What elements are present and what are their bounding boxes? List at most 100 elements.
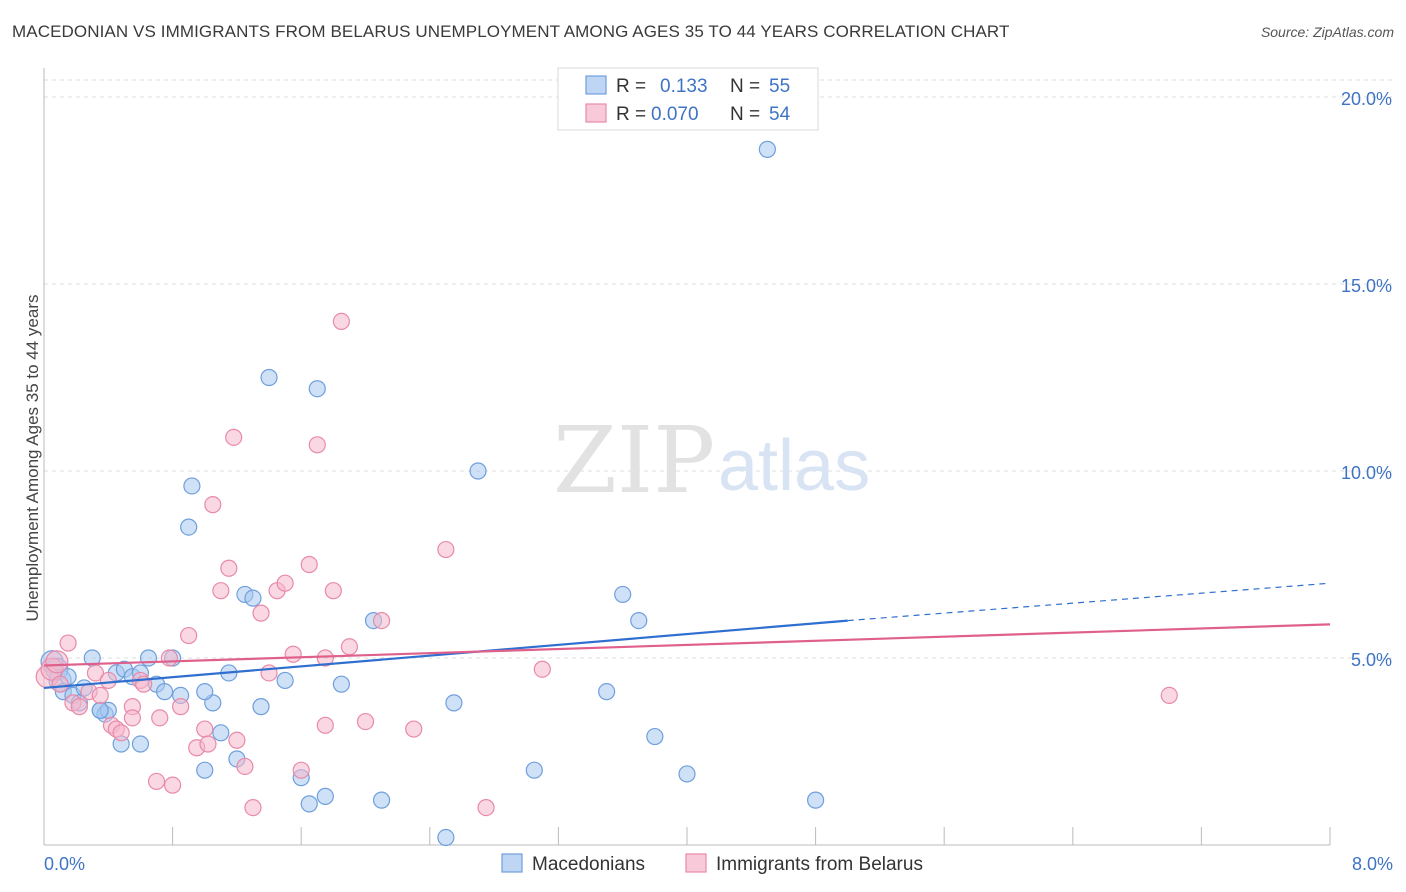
point-belarus-24 (204, 496, 222, 514)
legend-bottom-swatch-macedonians (501, 853, 523, 873)
y-axis-label: Unemployment Among Ages 35 to 44 years (23, 295, 42, 622)
point-belarus-8 (86, 664, 105, 682)
point-macedonians-41 (437, 828, 455, 847)
point-belarus-36 (292, 761, 310, 779)
point-belarus-6 (70, 698, 88, 716)
point-belarus-50 (164, 776, 182, 794)
point-macedonians-33 (276, 671, 294, 690)
point-belarus-48 (533, 660, 551, 678)
legend-bottom-label-belarus: Immigrants from Belarus (716, 854, 923, 875)
x-tick-labels: 0.0% 8.0% (44, 854, 1393, 874)
point-belarus-51 (199, 735, 217, 753)
point-belarus-4 (59, 634, 77, 652)
point-belarus-21 (180, 626, 198, 645)
point-belarus-29 (236, 757, 254, 776)
point-belarus-28 (228, 731, 246, 749)
point-macedonians-35 (300, 795, 318, 813)
point-macedonians-31 (252, 698, 270, 716)
point-belarus-52 (123, 709, 142, 727)
y-tick-label-1: 10.0% (1341, 463, 1392, 483)
legend-n-label: N = (730, 104, 760, 125)
point-belarus-47 (477, 798, 495, 817)
legend-bottom: Macedonians Immigrants from Belarus (501, 853, 923, 875)
grid-lines (44, 79, 1395, 659)
source-credit: Source: ZipAtlas.com (1260, 24, 1394, 40)
point-belarus-30 (244, 798, 262, 817)
legend-r-label: R = (616, 104, 646, 125)
trend-lines (43, 582, 1331, 690)
point-belarus-25 (212, 582, 230, 600)
point-macedonians-50 (758, 140, 776, 158)
point-belarus-23 (196, 720, 214, 738)
point-macedonians-26 (212, 724, 230, 742)
point-macedonians-32 (260, 368, 278, 387)
point-belarus-40 (324, 582, 342, 600)
y-tick-label-2: 15.0% (1341, 276, 1392, 296)
y-tick-label-0: 5.0% (1351, 650, 1392, 670)
point-macedonians-49 (678, 765, 696, 783)
point-belarus-34 (276, 574, 294, 592)
point-belarus-53 (316, 649, 334, 667)
point-belarus-17 (147, 772, 166, 791)
legend-r-value: 0.070 (651, 104, 699, 125)
legend-top: R = 0.133 N = 55 R = 0.070 N = 54 (557, 67, 819, 131)
point-macedonians-48 (646, 727, 664, 746)
point-belarus-32 (260, 664, 278, 682)
point-macedonians-45 (598, 683, 616, 701)
point-belarus-42 (340, 638, 359, 656)
point-macedonians-24 (196, 761, 214, 779)
point-belarus-41 (332, 312, 350, 330)
watermark: ZIP atlas (553, 407, 870, 514)
legend-swatch-belarus (585, 103, 607, 123)
trend-line-belarus (43, 623, 1331, 667)
point-belarus-43 (356, 712, 375, 731)
point-belarus-13 (112, 724, 130, 742)
legend-n-value: 54 (769, 104, 791, 125)
y-tick-labels: 5.0% 10.0% 15.0% 20.0% (1341, 89, 1392, 670)
legend-r-label: R = (616, 76, 646, 97)
point-belarus-26 (220, 559, 238, 577)
trend-line-macedonians (43, 619, 848, 690)
trend-line-macedonians-extension (847, 582, 1331, 622)
point-belarus-2 (45, 650, 69, 674)
point-belarus-38 (308, 436, 326, 454)
point-belarus-19 (160, 649, 178, 667)
point-macedonians-37 (316, 787, 334, 805)
point-belarus-31 (252, 604, 270, 622)
point-macedonians-40 (372, 791, 391, 809)
point-macedonians-38 (332, 675, 350, 693)
point-macedonians-46 (614, 585, 632, 604)
point-belarus-49 (1160, 686, 1178, 705)
legend-bottom-swatch-belarus (685, 853, 707, 873)
point-macedonians-44 (525, 761, 543, 779)
legend-n-label: N = (730, 76, 760, 97)
point-macedonians-23 (183, 477, 201, 495)
point-macedonians-54 (91, 701, 109, 719)
point-macedonians-47 (630, 611, 648, 630)
point-belarus-27 (225, 428, 243, 446)
point-macedonians-17 (139, 649, 158, 667)
point-belarus-3 (51, 675, 69, 693)
point-macedonians-43 (469, 462, 487, 480)
y-tick-label-3: 20.0% (1341, 89, 1392, 109)
point-macedonians-36 (308, 380, 326, 398)
x-tick-label-1: 8.0% (1352, 854, 1393, 874)
point-belarus-10 (99, 671, 117, 690)
legend-r-value: 0.133 (660, 76, 708, 97)
point-belarus-46 (437, 540, 455, 559)
legend-n-value: 55 (769, 76, 790, 97)
point-belarus-35 (284, 645, 302, 663)
chart-title: MACEDONIAN VS IMMIGRANTS FROM BELARUS UN… (12, 22, 1010, 41)
point-macedonians-52 (131, 735, 150, 753)
x-tick-label-0: 0.0% (44, 854, 85, 874)
watermark-atlas: atlas (718, 426, 870, 506)
point-macedonians-51 (806, 791, 825, 809)
series-belarus-points (35, 312, 1178, 817)
point-macedonians-53 (196, 683, 214, 701)
point-belarus-37 (300, 555, 318, 574)
point-macedonians-42 (445, 694, 463, 712)
watermark-zip: ZIP (553, 407, 715, 514)
legend-swatch-macedonians (585, 75, 607, 95)
point-belarus-45 (405, 720, 423, 738)
